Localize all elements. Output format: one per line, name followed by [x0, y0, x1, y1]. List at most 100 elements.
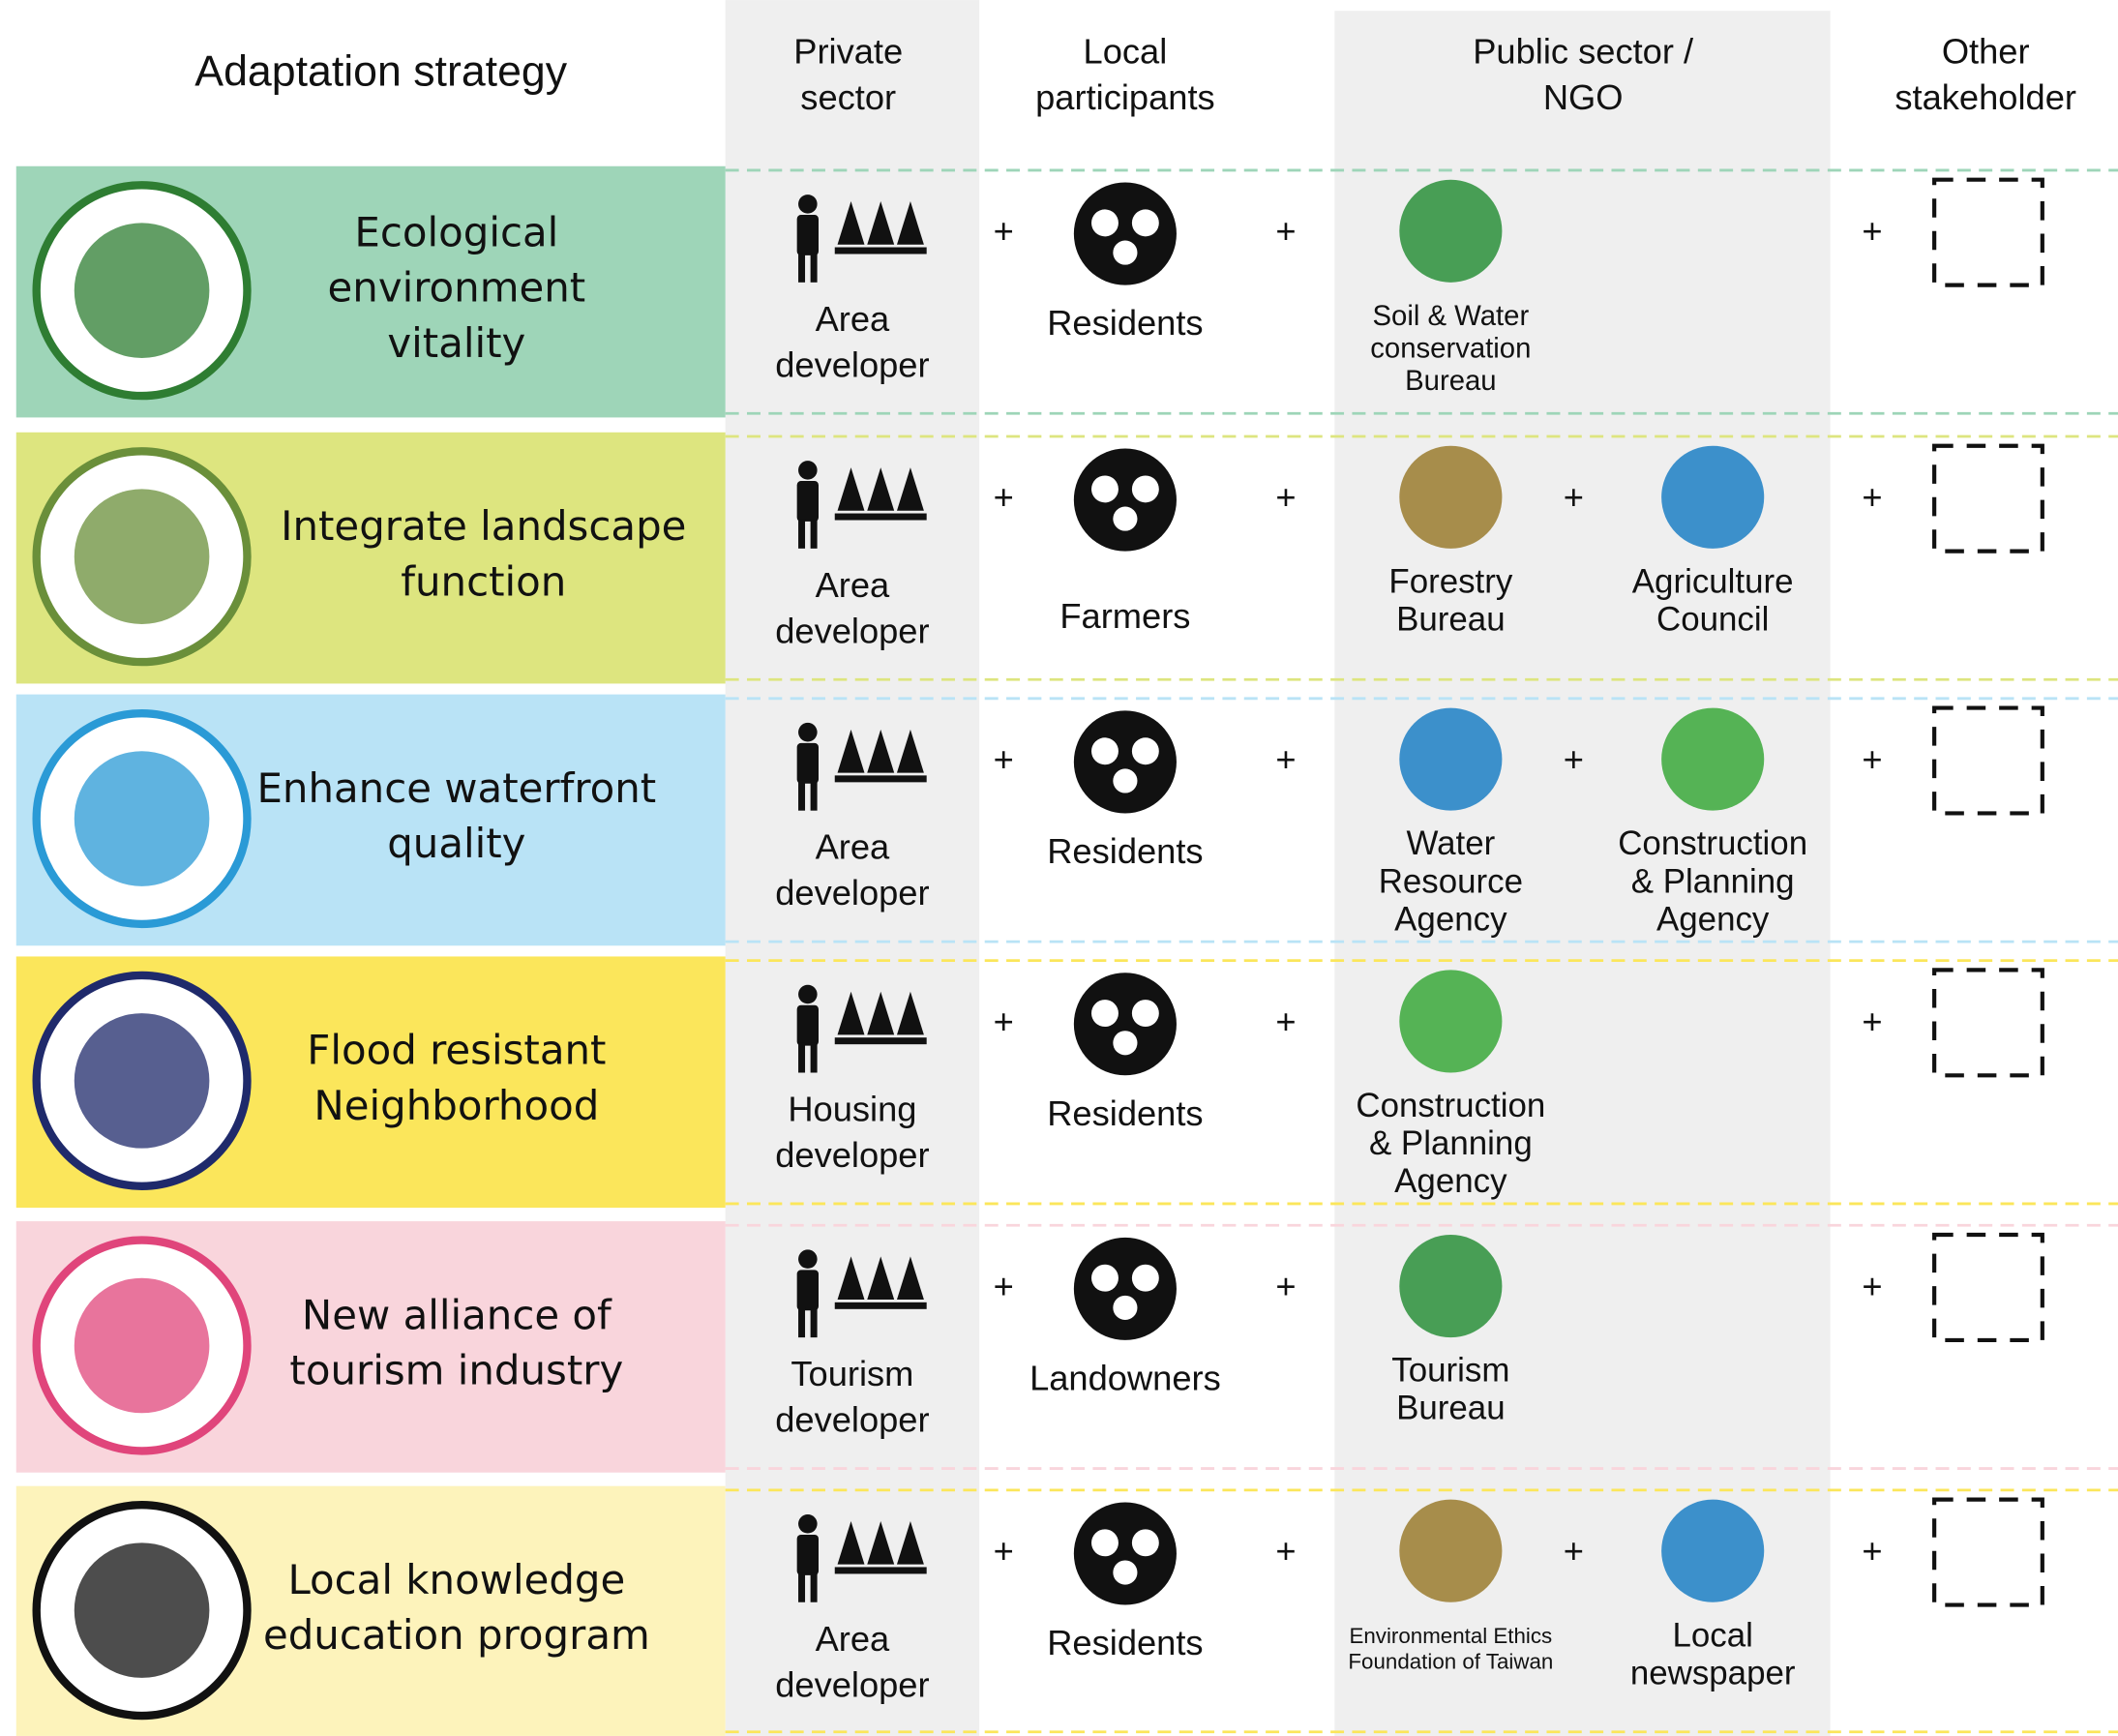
local-icon — [1131, 1000, 1159, 1028]
private-label: Area — [816, 827, 890, 867]
local-icon — [1073, 1237, 1177, 1340]
person-icon — [798, 1572, 806, 1602]
agency-label: Forestry — [1388, 562, 1512, 600]
person-icon — [798, 1249, 818, 1269]
column-header: Local — [1084, 31, 1168, 71]
tree-icon — [896, 729, 924, 773]
local-icon — [1131, 209, 1159, 237]
local-label: Residents — [1047, 303, 1203, 343]
plus-sign: + — [1564, 739, 1584, 779]
strategy-label: Local knowledge — [287, 1556, 625, 1603]
strategy-label: tourism industry — [289, 1347, 623, 1394]
private-label: developer — [775, 1400, 929, 1440]
tree-icon — [837, 467, 865, 511]
agency-label: Agency — [1656, 900, 1770, 938]
strategy-label: Enhance waterfront — [256, 764, 656, 812]
agency-label: Construction — [1618, 824, 1807, 862]
private-label: Housing — [788, 1090, 916, 1129]
tree-icon — [867, 1520, 895, 1565]
person-icon — [798, 461, 818, 480]
other-stakeholder-box — [1932, 968, 2044, 1078]
tree-icon — [837, 201, 865, 245]
local-icon — [1113, 240, 1138, 265]
agency-label: Council — [1656, 600, 1769, 638]
local-icon — [1113, 768, 1138, 793]
private-label: developer — [775, 873, 929, 913]
tree-icon — [837, 1256, 865, 1301]
private-label: Area — [816, 565, 890, 605]
tree-icon — [837, 1520, 865, 1565]
column-header: stakeholder — [1894, 77, 2076, 117]
agency-logo — [1661, 1499, 1765, 1602]
agency-label: Soil & Water — [1372, 300, 1529, 332]
person-icon — [798, 195, 818, 214]
plus-sign: + — [994, 1266, 1014, 1305]
strategy-icon — [74, 1542, 210, 1678]
person-icon — [810, 1042, 818, 1073]
strategy-label: Integrate landscape — [281, 502, 686, 550]
plus-sign: + — [1862, 1531, 1882, 1571]
plus-sign: + — [1862, 211, 1882, 251]
person-icon — [796, 481, 820, 522]
local-icon — [1113, 506, 1138, 531]
plus-sign: + — [994, 211, 1014, 251]
column-header: Public sector / — [1473, 31, 1694, 71]
agency-logo — [1661, 707, 1765, 811]
tree-icon — [896, 991, 924, 1035]
ground-icon — [834, 1302, 927, 1309]
local-icon — [1113, 1031, 1138, 1056]
local-icon — [1091, 1000, 1119, 1028]
person-icon — [796, 1270, 820, 1311]
person-icon — [796, 1004, 820, 1046]
column-header: Private — [793, 31, 903, 71]
local-icon — [1073, 710, 1177, 814]
local-icon — [1091, 1264, 1119, 1292]
tree-icon — [896, 1256, 924, 1301]
agency-logo — [1399, 970, 1503, 1073]
private-label: developer — [775, 344, 929, 384]
tree-icon — [867, 991, 895, 1035]
column-header: participants — [1035, 77, 1215, 117]
tree-icon — [896, 1520, 924, 1565]
private-label: Tourism — [791, 1354, 913, 1393]
tree-icon — [867, 729, 895, 773]
local-icon — [1131, 737, 1159, 765]
agency-logo — [1399, 179, 1503, 283]
private-label: Area — [816, 299, 890, 339]
strategy-icon — [74, 489, 210, 625]
tree-icon — [867, 1256, 895, 1301]
ground-icon — [834, 1037, 927, 1045]
agency-label: Resource — [1379, 862, 1523, 900]
local-icon — [1091, 737, 1119, 765]
strategy-icon — [74, 751, 210, 886]
column-header: sector — [800, 77, 896, 117]
person-icon — [810, 1307, 818, 1338]
person-icon — [810, 780, 818, 811]
strategy-icon — [74, 1013, 210, 1149]
agency-label: & Planning — [1369, 1124, 1533, 1162]
agency-label: Water — [1406, 824, 1495, 862]
strategy-label: education program — [263, 1611, 650, 1659]
person-icon — [796, 215, 820, 255]
local-label: Residents — [1047, 1093, 1203, 1133]
local-icon — [1073, 1502, 1177, 1605]
person-icon — [796, 1534, 820, 1575]
ground-icon — [834, 247, 927, 254]
local-icon — [1073, 973, 1177, 1076]
other-stakeholder-box — [1932, 177, 2044, 287]
private-label: developer — [775, 1135, 929, 1175]
local-label: Farmers — [1059, 596, 1190, 636]
strategy-label: environment — [328, 264, 586, 312]
person-icon — [798, 1514, 818, 1534]
person-icon — [798, 253, 806, 283]
tree-icon — [837, 729, 865, 773]
local-label: Landowners — [1029, 1358, 1221, 1397]
strategy-label: quality — [387, 820, 525, 867]
local-icon — [1073, 448, 1177, 552]
local-icon — [1073, 182, 1177, 285]
plus-sign: + — [1275, 1002, 1296, 1041]
agency-label: & Planning — [1631, 862, 1795, 900]
person-icon — [798, 722, 818, 742]
local-icon — [1131, 1529, 1159, 1557]
